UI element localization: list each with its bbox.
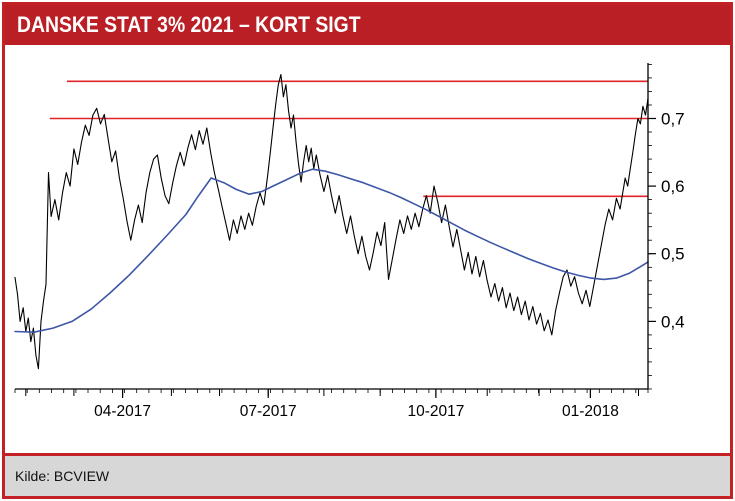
series-price [14,73,649,370]
x-tick-label: 10-2017 [407,403,464,420]
y-tick-label: 0,4 [661,312,685,331]
source-bar: Kilde: BCVIEW [5,453,730,496]
page-title: DANSKE STAT 3% 2021 – KORT SIGT [17,12,361,37]
y-tick-label: 0,6 [661,177,685,196]
title-bar: DANSKE STAT 3% 2021 – KORT SIGT [5,5,730,45]
bond-price-chart: 04-2017 07-2017 10-2017 01-2018 0,7 0,6 0,5 0,4 [14,63,685,420]
y-tick-label: 0,7 [661,110,685,129]
y-tick-label: 0,5 [661,245,685,264]
x-tick-label: 04-2017 [94,403,151,420]
source-label: Kilde: BCVIEW [15,468,110,484]
series-moving-average [14,168,649,334]
x-tick-label: 01-2018 [562,403,619,420]
x-tick-label: 07-2017 [240,403,297,420]
chart-area: 04-2017 07-2017 10-2017 01-2018 0,7 0,6 0,5 0,4 [5,45,730,453]
